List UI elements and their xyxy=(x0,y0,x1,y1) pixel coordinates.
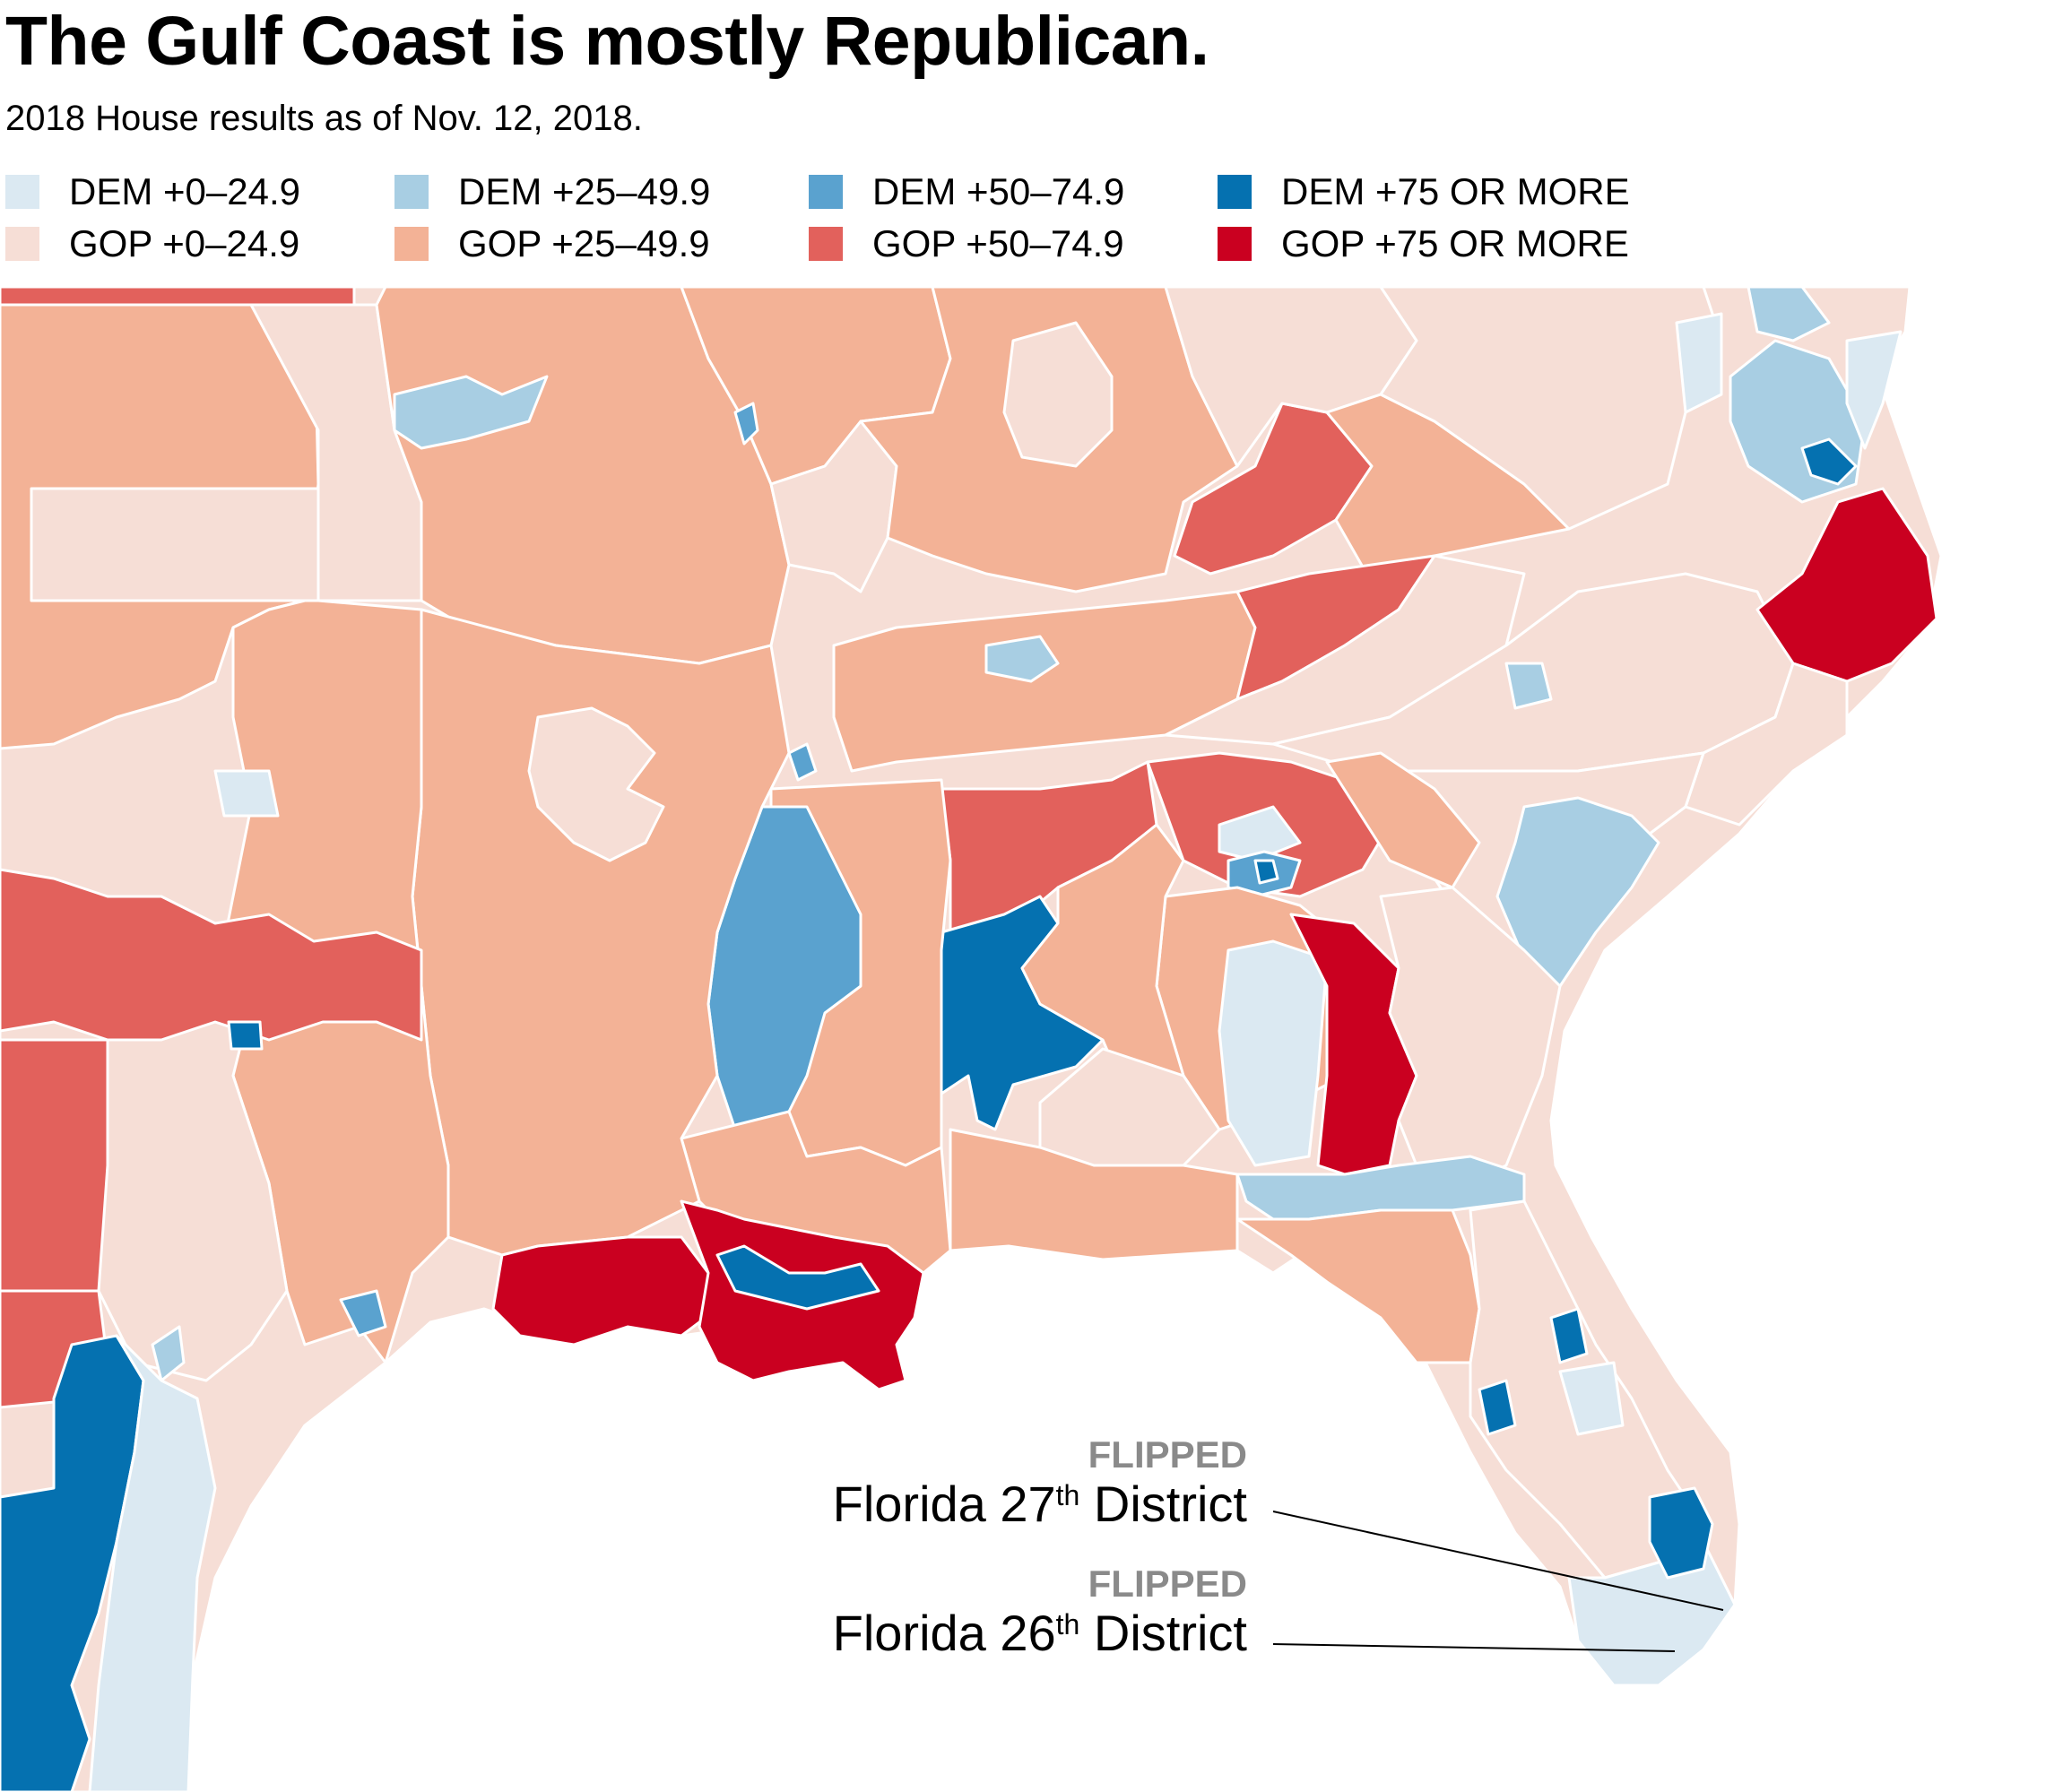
district-fl-tampa xyxy=(1478,1379,1517,1436)
district-al-south-orange xyxy=(949,1128,1239,1261)
district-fl-north-orange xyxy=(1235,1208,1481,1364)
legend-item-gop-75: GOP +75 OR MORE xyxy=(1218,224,1629,264)
district-nc-east-light xyxy=(1684,662,1849,827)
legend-item-dem-50-74: DEM +50–74.9 xyxy=(809,172,1124,212)
district-fl-panhandle-blue xyxy=(1235,1155,1526,1221)
legend-swatch xyxy=(1218,227,1252,261)
legend-label: DEM +50–74.9 xyxy=(872,170,1125,212)
chart-title: The Gulf Coast is mostly Republican. xyxy=(5,3,1209,80)
district-nc-raleigh xyxy=(1504,662,1553,710)
leader-line-fl27 xyxy=(1272,1511,1724,1611)
leader-line-fl26 xyxy=(1272,1643,1676,1652)
district-al-7 xyxy=(940,895,1105,1131)
district-tx-11 xyxy=(0,1038,109,1293)
district-va-north-light xyxy=(1675,312,1723,414)
district-fl-orlando xyxy=(1549,1307,1589,1364)
legend-label: GOP +0–24.9 xyxy=(69,222,300,264)
annotation-fl26-label: Florida 26th District xyxy=(832,1605,1247,1661)
legend-item-gop-50-74: GOP +50–74.9 xyxy=(809,224,1124,264)
legend-label: DEM +75 OR MORE xyxy=(1281,170,1630,212)
annotation-fl27-label: Florida 27th District xyxy=(832,1476,1247,1532)
legend-swatch xyxy=(394,227,429,261)
district-ga-2-light xyxy=(1218,939,1329,1167)
district-ok-tulsa xyxy=(393,375,549,450)
annotation-fl27: FLIPPED Florida 27th District xyxy=(833,1436,1247,1529)
legend-label: GOP +25–49.9 xyxy=(458,222,710,264)
legend-item-dem-0-24: DEM +0–24.9 xyxy=(5,172,300,212)
district-la-2 xyxy=(715,1244,880,1311)
district-ga-north-orange xyxy=(1325,751,1481,889)
legend-item-dem-75: DEM +75 OR MORE xyxy=(1218,172,1630,212)
legend-label: DEM +0–24.9 xyxy=(69,170,300,212)
district-tx-panhandle-light xyxy=(30,487,320,602)
legend-swatch xyxy=(809,227,843,261)
legend-item-dem-25-49: DEM +25–49.9 xyxy=(394,172,710,212)
legend-label: GOP +75 OR MORE xyxy=(1281,222,1629,264)
district-ga-12 xyxy=(1289,913,1418,1176)
district-tx-dallas xyxy=(227,1020,264,1051)
district-la-3 xyxy=(491,1235,719,1346)
annotation-fl26: FLIPPED Florida 26th District xyxy=(833,1565,1247,1658)
district-ar-stl xyxy=(733,402,759,446)
district-ok-top xyxy=(0,287,356,307)
district-va-dc xyxy=(1747,287,1831,342)
legend-swatch xyxy=(394,175,429,209)
chart-subtitle: 2018 House results as of Nov. 12, 2018. xyxy=(5,99,643,138)
legend-label: DEM +25–49.9 xyxy=(458,170,711,212)
district-va-hampton xyxy=(1800,437,1858,486)
district-fl-miami xyxy=(1648,1486,1714,1580)
district-va-coast-light xyxy=(1845,330,1903,450)
district-tx-austin xyxy=(151,1325,186,1382)
district-nc-3 xyxy=(1755,487,1938,683)
district-la-5-light xyxy=(527,706,665,862)
district-tx-dallas-light xyxy=(213,769,280,818)
district-ky-east-light xyxy=(1002,321,1114,468)
district-ga-atlanta-light xyxy=(1218,805,1302,862)
district-map xyxy=(0,287,1943,1792)
district-tx-coastal-light xyxy=(88,1334,217,1792)
legend-item-gop-25-49: GOP +25–49.9 xyxy=(394,224,710,264)
legend-label: GOP +50–74.9 xyxy=(872,222,1124,264)
district-sc-6 xyxy=(1495,796,1660,988)
district-tn-nashville xyxy=(984,635,1060,683)
district-fl-orlando-light xyxy=(1558,1361,1625,1436)
legend-swatch xyxy=(1218,175,1252,209)
annotation-fl26-status: FLIPPED xyxy=(1088,1563,1247,1605)
annotation-fl27-status: FLIPPED xyxy=(1088,1433,1247,1476)
legend-swatch xyxy=(809,175,843,209)
district-tn-memphis xyxy=(787,742,818,782)
legend-item-gop-0-24: GOP +0–24.9 xyxy=(5,224,299,264)
legend-swatch xyxy=(5,227,39,261)
district-ga-atlanta-core xyxy=(1253,859,1279,885)
district-tx-houston xyxy=(339,1289,387,1338)
legend-swatch xyxy=(5,175,39,209)
